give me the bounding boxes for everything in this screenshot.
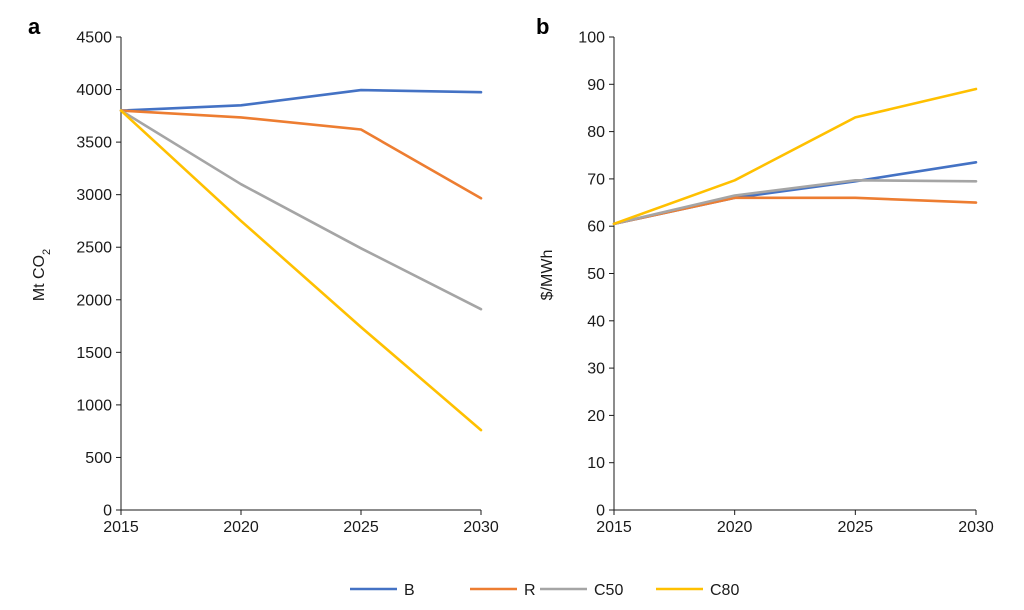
series-line-b	[119, 88, 483, 112]
legend-label-r: R	[524, 582, 536, 599]
x-tick-label: 2025	[838, 519, 874, 536]
panel-b-y-axis-title: $/MWh	[539, 250, 556, 301]
legend-label-c80: C80	[710, 582, 739, 599]
legend-label-c50: C50	[594, 582, 623, 599]
panel-a-y-axis-title-subscript: 2	[41, 249, 53, 255]
x-tick-label: 2020	[223, 519, 259, 536]
y-tick-label: 60	[587, 219, 605, 236]
y-tick-label: 10	[587, 455, 605, 472]
x-tick-label: 2020	[717, 519, 753, 536]
y-tick-label: 0	[596, 503, 605, 520]
y-tick-label: 40	[587, 313, 605, 330]
panel-b-letter: b	[536, 14, 549, 39]
series-line-c50	[119, 109, 483, 311]
y-tick-label: 100	[578, 30, 605, 47]
series-line-c50	[612, 179, 978, 226]
panel-a-letter: a	[28, 14, 41, 39]
y-tick-label: 4000	[76, 82, 112, 99]
x-tick-label: 2030	[463, 519, 499, 536]
panel-b-lines	[612, 87, 978, 226]
y-tick-label: 2500	[76, 240, 112, 257]
series-line-r	[119, 109, 483, 200]
y-tick-label: 90	[587, 77, 605, 94]
y-tick-label: 500	[85, 450, 112, 467]
panel-a-y-axis-title: Mt CO2	[31, 249, 53, 301]
y-tick-label: 2000	[76, 292, 112, 309]
y-tick-label: 1500	[76, 345, 112, 362]
y-tick-label: 70	[587, 171, 605, 188]
x-tick-label: 2030	[958, 519, 994, 536]
series-line-c80	[612, 87, 978, 226]
legend-label-b: B	[404, 582, 415, 599]
series-line-b	[612, 161, 978, 226]
x-tick-label: 2025	[343, 519, 379, 536]
panel-a-ticks: 0 500 1000 1500 2000 2500 3000 3500 4000 4500 2015…	[76, 30, 498, 537]
panel-a-y-axis-title-main: Mt CO	[31, 255, 48, 301]
x-tick-label: 2015	[596, 519, 632, 536]
x-tick-label: 2015	[103, 519, 139, 536]
y-tick-label: 3000	[76, 187, 112, 204]
y-tick-label: 20	[587, 408, 605, 425]
panel-a-chart: a Mt CO2 0 500 1000 1500 2000 2500 3000 3500 400…	[28, 14, 499, 536]
y-tick-label: 4500	[76, 30, 112, 47]
y-tick-label: 3500	[76, 135, 112, 152]
y-tick-label: 1000	[76, 397, 112, 414]
y-tick-label: 50	[587, 266, 605, 283]
y-tick-label: 80	[587, 124, 605, 141]
series-line-c80	[119, 109, 483, 432]
legend: B R C50 C80	[350, 582, 739, 599]
panel-a-lines	[119, 88, 483, 432]
y-tick-label: 30	[587, 361, 605, 378]
y-tick-label: 0	[103, 503, 112, 520]
